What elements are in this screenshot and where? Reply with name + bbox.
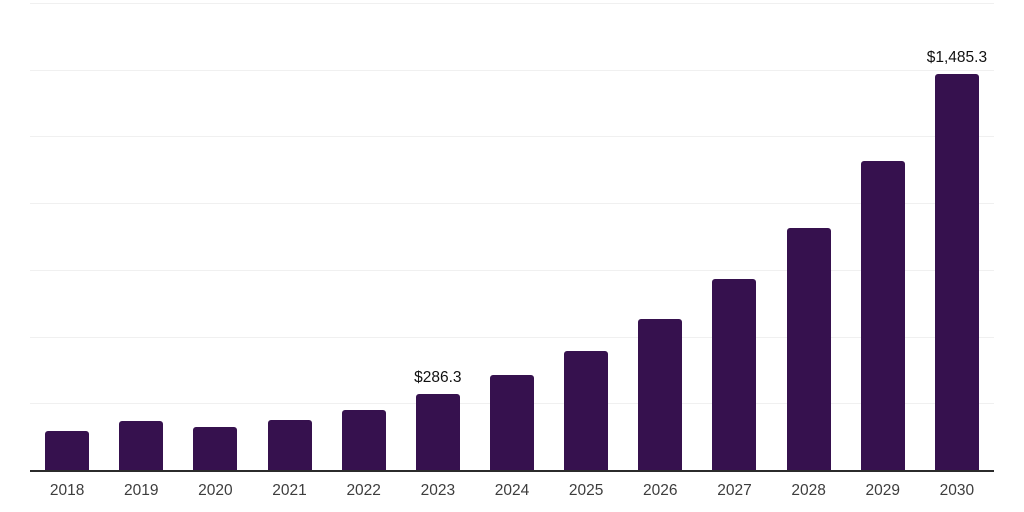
bar-2022 — [341, 409, 386, 470]
gridline — [30, 269, 994, 271]
bar-2021 — [267, 420, 312, 470]
bar-2020 — [193, 427, 238, 470]
bar-2025 — [564, 350, 609, 470]
x-tick-2018: 2018 — [49, 482, 85, 499]
value-label-2023: $286.3 — [414, 368, 462, 386]
x-tick-2030: 2030 — [939, 482, 975, 499]
x-tick-2024: 2024 — [494, 482, 530, 499]
bar-2030 — [934, 73, 979, 470]
bar-2029 — [860, 161, 905, 470]
bar-2023 — [415, 393, 460, 470]
gridline — [30, 136, 994, 138]
bar-2028 — [786, 228, 831, 470]
plot-area: $286.3 $1,485.3 — [30, 3, 994, 472]
gridline — [30, 203, 994, 205]
x-tick-2019: 2019 — [123, 482, 159, 499]
gridline — [30, 69, 994, 71]
bar-2027 — [712, 278, 757, 470]
x-tick-2025: 2025 — [568, 482, 604, 499]
bar-2019 — [119, 421, 164, 470]
gridline — [30, 3, 994, 4]
x-tick-2029: 2029 — [865, 482, 900, 499]
x-tick-2023: 2023 — [420, 482, 456, 499]
x-tick-2021: 2021 — [272, 482, 307, 499]
x-tick-2027: 2027 — [717, 482, 752, 499]
bar-2024 — [490, 374, 534, 470]
value-label-2030: $1,485.3 — [926, 48, 988, 66]
x-tick-2020: 2020 — [198, 482, 233, 499]
x-tick-2028: 2028 — [791, 482, 826, 499]
x-axis-labels: 2018 2019 2020 2021 2022 2023 2024 2025 2026 2027… — [30, 482, 994, 506]
bar-2026 — [638, 319, 683, 470]
bar-2018 — [45, 431, 90, 470]
x-tick-2022: 2022 — [346, 482, 381, 499]
gridline — [30, 336, 994, 338]
x-tick-2026: 2026 — [643, 482, 678, 499]
